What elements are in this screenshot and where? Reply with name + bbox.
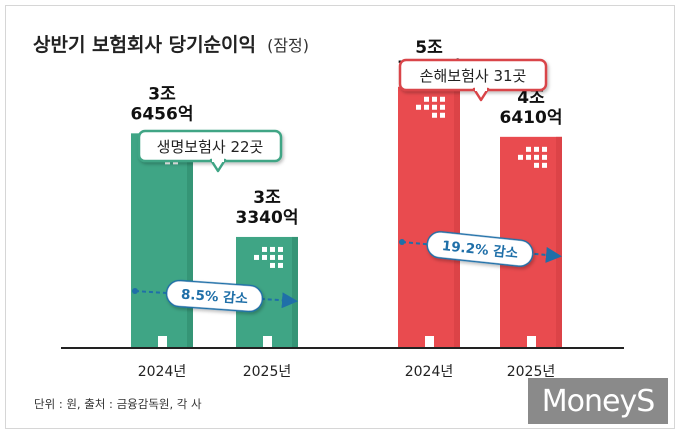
chart-title-main: 상반기 보험회사 당기순이익	[33, 34, 256, 56]
bar-window	[270, 246, 275, 252]
change-arrow-dot	[132, 288, 138, 294]
callout-tail-mask	[475, 87, 487, 91]
value-label: 4조	[517, 88, 545, 108]
bar-door	[158, 336, 167, 348]
value-label: 3340억	[236, 208, 299, 228]
chart-svg: 상반기 보험회사 당기순이익 (잠정) 3조6456억3조3340억5조7415…	[33, 34, 668, 424]
bar-window	[542, 146, 547, 152]
bar-shade	[187, 133, 193, 348]
change-pill: 8.5% 감소	[165, 279, 264, 313]
bar-window	[440, 96, 445, 102]
years-layer: 2024년 2025년 2024년 2025년	[138, 364, 556, 380]
bar-window	[526, 154, 531, 160]
bar-window	[278, 246, 283, 252]
bar-window	[440, 112, 445, 118]
value-label: 3조	[253, 188, 281, 208]
value-label: 3조	[148, 84, 176, 104]
bar-window	[432, 104, 437, 110]
bar-door	[527, 336, 536, 348]
bar-window	[424, 96, 429, 102]
value-label: 6410억	[500, 108, 563, 128]
bar-window	[534, 162, 539, 168]
bar-window	[440, 104, 445, 110]
bar-window	[262, 254, 267, 260]
bar	[131, 133, 193, 348]
bar-window	[424, 104, 429, 110]
bar-window	[534, 154, 539, 160]
bar-window	[270, 254, 275, 260]
changes-layer: 8.5% 감소 19.2% 감소	[132, 231, 562, 313]
callout-label: 생명보험사 22곳	[157, 138, 264, 156]
callouts-layer: 생명보험사 22곳 손해보험사 31곳	[137, 58, 548, 173]
bar-window	[416, 104, 421, 110]
callout-box	[398, 58, 548, 92]
year-label: 2024년	[138, 364, 187, 380]
bar-window	[262, 246, 267, 252]
value-label: 5조	[415, 38, 443, 58]
bar-door	[263, 336, 272, 348]
callout-label: 손해보험사 31곳	[420, 67, 527, 85]
bar-window	[518, 154, 523, 160]
bar-window	[432, 96, 437, 102]
bar-window	[542, 162, 547, 168]
bar-shade	[454, 86, 460, 348]
logo-text: MoneyS	[542, 384, 655, 419]
bar-window	[542, 154, 547, 160]
bar-shade	[292, 236, 298, 348]
change-label: 8.5% 감소	[180, 286, 249, 308]
bar-window	[278, 254, 283, 260]
change-pill-bg	[165, 279, 264, 313]
chart-title-note: (잠정)	[267, 36, 309, 55]
value-label: 6456억	[131, 104, 194, 124]
moneys-logo: MoneyS	[528, 378, 668, 424]
bar-window	[278, 262, 283, 268]
year-label: 2025년	[507, 364, 556, 380]
source-note: 단위 : 원, 출처 : 금융감독원, 각 사	[34, 397, 202, 411]
bar-door	[425, 336, 434, 348]
year-label: 2024년	[405, 364, 454, 380]
bar-window	[432, 112, 437, 118]
bar-shade	[556, 136, 562, 348]
change-arrow-dot	[399, 239, 405, 245]
change-pill: 19.2% 감소	[426, 231, 534, 267]
callout-tail-mask	[212, 158, 224, 162]
year-label: 2025년	[243, 364, 292, 380]
chart-title: 상반기 보험회사 당기순이익 (잠정)	[33, 34, 309, 56]
bar-window	[254, 254, 259, 260]
bar-window	[534, 146, 539, 152]
callout-box	[137, 129, 283, 163]
bar-window	[526, 146, 531, 152]
chart-frame: 상반기 보험회사 당기순이익 (잠정) 3조6456억3조3340억5조7415…	[5, 5, 675, 429]
logo-background	[528, 378, 668, 424]
bar	[398, 86, 460, 348]
change-pill-bg	[426, 231, 534, 267]
bar-window	[270, 262, 275, 268]
